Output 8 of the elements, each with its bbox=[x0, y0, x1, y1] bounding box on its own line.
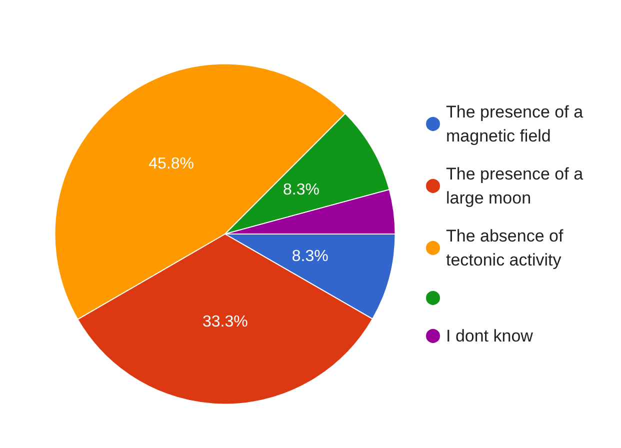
data-label: 8.3% bbox=[292, 248, 328, 266]
legend-label: I dont know bbox=[446, 326, 534, 346]
legend-label: The presence of a magnetic field bbox=[446, 102, 588, 146]
data-label: 45.8% bbox=[148, 156, 194, 173]
legend-label: The presence of a large moon bbox=[446, 164, 588, 208]
legend-label: The absence of tectonic activity bbox=[446, 226, 568, 270]
data-label: 8.3% bbox=[283, 181, 320, 198]
data-label: 33.3% bbox=[202, 314, 248, 331]
